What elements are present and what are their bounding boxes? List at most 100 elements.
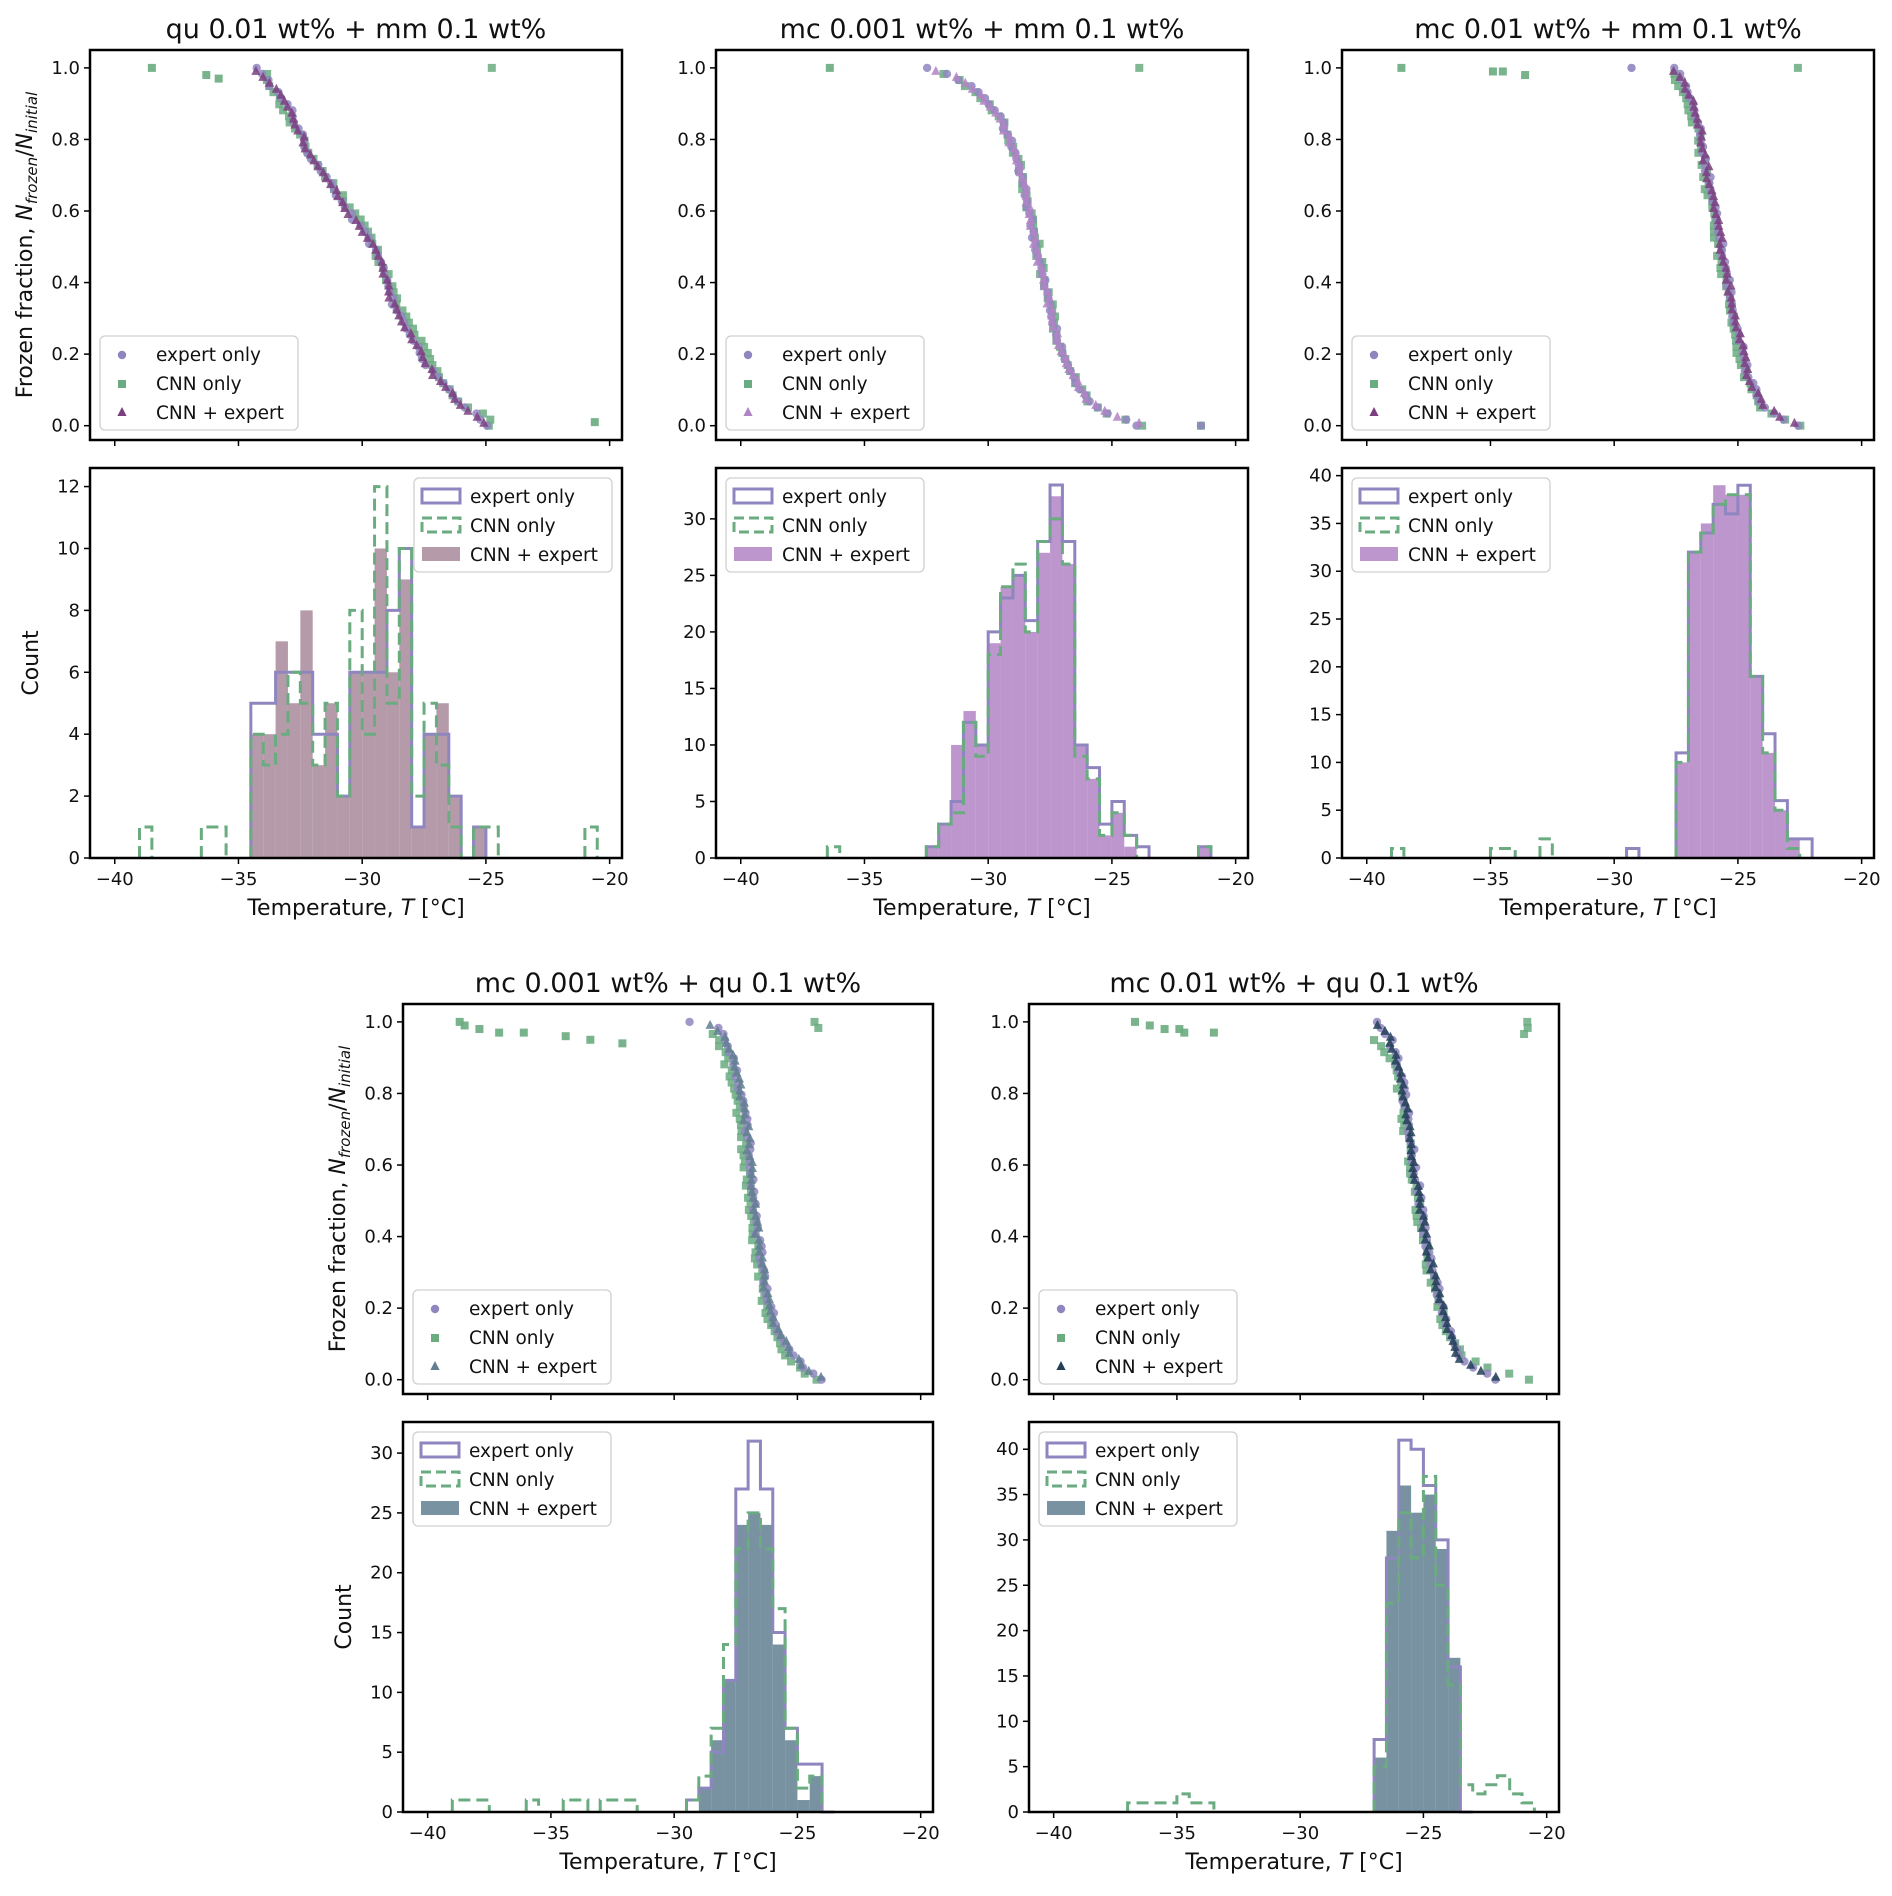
- cnn-expert-point: [738, 1115, 749, 1125]
- scatter-legend: expert only CNN only CNN + expert: [412, 1289, 612, 1385]
- hist-bar-cnn-expert: [772, 1644, 786, 1812]
- cnn-expert-point: [1448, 1335, 1458, 1345]
- y-tick-label: 15: [683, 678, 706, 699]
- legend-cnn-label: CNN only: [1095, 1470, 1181, 1491]
- legend-frame: [1038, 1289, 1238, 1385]
- cnn-expert-point: [1439, 1300, 1449, 1310]
- cnn-expert-point: [1015, 161, 1025, 171]
- expert-only-point: [1483, 1369, 1492, 1378]
- hist-bar-cnn-expert: [1411, 1512, 1424, 1812]
- cnn-only-point: [1175, 1025, 1184, 1034]
- y-tick-label: 20: [370, 1563, 393, 1584]
- cnn-expert-point: [1011, 155, 1022, 165]
- cnn-only-point: [1412, 1211, 1421, 1220]
- legend-combo-label: CNN + expert: [1408, 403, 1536, 424]
- hist-bar-cnn-expert: [1074, 744, 1088, 858]
- cnn-only-point: [402, 312, 411, 321]
- y-tick-label: 0.6: [364, 1155, 393, 1176]
- cnn-expert-point: [1038, 274, 1049, 284]
- cnn-only-point: [1793, 63, 1802, 72]
- cnn-only-point: [410, 330, 419, 339]
- cnn-expert-point: [1753, 387, 1763, 397]
- cnn-expert-point: [720, 1031, 730, 1041]
- cnn-expert-point: [1024, 208, 1034, 218]
- x-axis-label-text: Temperature,: [872, 896, 1026, 921]
- cnn-expert-point: [742, 1127, 752, 1137]
- cnn-expert-point: [332, 185, 342, 195]
- cnn-expert-point: [1036, 262, 1046, 272]
- hist-bar-cnn-expert: [1775, 810, 1788, 858]
- y-tick-label: 0.2: [1303, 344, 1332, 365]
- legend-cnn-swatch: [1045, 1470, 1087, 1488]
- cnn-expert-point: [1450, 1347, 1461, 1357]
- cnn-expert-point: [343, 208, 353, 218]
- cnn-only-point: [742, 1139, 751, 1148]
- y-tick-label: 35: [996, 1485, 1019, 1506]
- x-tick-label: −25: [1093, 869, 1131, 890]
- legend-cnn-marker: [1057, 1334, 1065, 1342]
- y-label-sep: /: [326, 1103, 351, 1111]
- legend-frame: [412, 1431, 612, 1527]
- cnn-expert-point: [1431, 1276, 1441, 1286]
- hist-bar-cnn-expert: [349, 672, 363, 858]
- cnn-only-point: [487, 63, 496, 72]
- cnn-only-point: [398, 306, 407, 315]
- cnn-expert-point: [1430, 1282, 1441, 1292]
- cnn-expert-point: [734, 1073, 745, 1083]
- hist-bar-cnn-expert: [1050, 496, 1063, 858]
- cnn-expert-point: [1064, 364, 1074, 374]
- y-tick-label: 0.2: [677, 344, 706, 365]
- hist-step-cnn: [1126, 1474, 1536, 1812]
- cnn-expert-point: [264, 77, 274, 87]
- cnn-expert-point: [357, 226, 367, 236]
- cnn-expert-point: [1675, 71, 1685, 81]
- legend-expert-marker: [117, 350, 127, 360]
- y-tick-label: 10: [1309, 752, 1332, 773]
- cnn-only-point: [475, 1025, 484, 1034]
- cnn-expert-point: [1042, 286, 1053, 296]
- y-tick-label: 5: [1008, 1757, 1019, 1778]
- x-tick-label: −20: [1843, 869, 1881, 890]
- cnn-expert-point: [1442, 1324, 1452, 1333]
- cnn-expert-point: [976, 89, 986, 99]
- cnn-expert-point: [730, 1055, 740, 1065]
- cnn-expert-point: [744, 1121, 754, 1131]
- cnn-only-point: [737, 1133, 746, 1142]
- legend-expert-label: expert only: [782, 345, 887, 366]
- cnn-expert-point: [1042, 298, 1052, 308]
- cnn-expert-point: [1408, 1162, 1418, 1172]
- cnn-only-point: [731, 1090, 740, 1099]
- cnn-only-point: [781, 1351, 790, 1360]
- y-tick-label: 0.0: [51, 416, 80, 437]
- y-tick-label: 0.4: [364, 1227, 393, 1248]
- y-tick-label: 0.8: [51, 129, 80, 150]
- cnn-only-point: [1684, 106, 1693, 115]
- cnn-expert-point: [1414, 1186, 1424, 1196]
- cnn-expert-point: [428, 370, 438, 379]
- x-axis-label-unit: [°C]: [1352, 1850, 1403, 1875]
- legend-cnn-label: CNN only: [782, 374, 868, 395]
- cnn-expert-point: [1714, 220, 1724, 230]
- cnn-only-point: [736, 1120, 745, 1129]
- x-axis-label-symbol: T: [713, 1850, 728, 1875]
- cnn-only-point: [356, 215, 365, 224]
- cnn-only-point: [423, 348, 432, 357]
- subplot-title: mc 0.01 wt% + qu 0.1 wt%: [1109, 968, 1478, 999]
- cnn-expert-point: [999, 119, 1009, 129]
- cnn-expert-point: [760, 1264, 770, 1274]
- y-tick-label: 0.2: [364, 1298, 393, 1319]
- cnn-only-point: [1670, 76, 1679, 85]
- cnn-expert-point: [1091, 399, 1101, 409]
- hist-bar-cnn-expert: [809, 1776, 823, 1812]
- y-tick-label: 10: [57, 538, 80, 559]
- legend-combo-swatch: [1360, 547, 1398, 561]
- cnn-expert-point: [1037, 268, 1047, 278]
- cnn-only-point: [825, 63, 834, 72]
- cnn-expert-point: [1405, 1133, 1415, 1143]
- cnn-only-point: [727, 1078, 736, 1087]
- hist-bar-cnn-expert: [1124, 846, 1137, 858]
- cnn-expert-point: [1710, 197, 1720, 207]
- cnn-expert-point: [351, 214, 361, 224]
- cnn-expert-point: [796, 1359, 806, 1369]
- cnn-only-point: [739, 1151, 748, 1160]
